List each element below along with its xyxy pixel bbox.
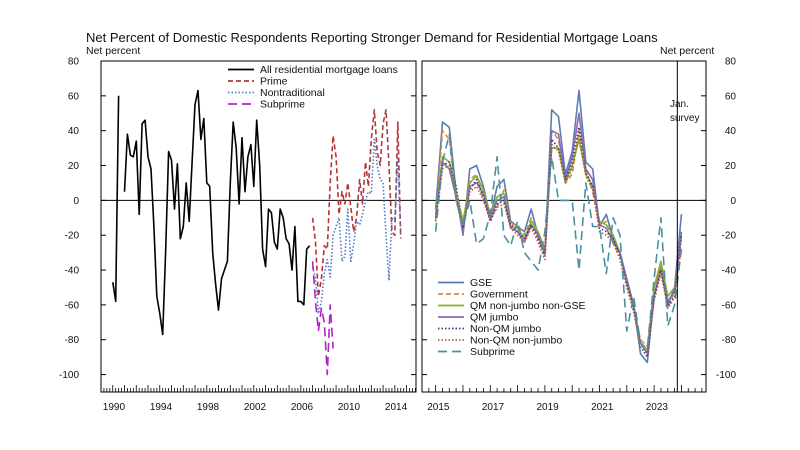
x-tick-label-right: 2015	[427, 402, 450, 413]
y-tick-label-right: -60	[722, 300, 737, 311]
y-tick-label-right: 80	[725, 57, 737, 68]
x-tick-label-left: 1994	[150, 402, 173, 413]
y-tick-label-left: 40	[68, 126, 80, 137]
legend-label-left-prime: Prime	[260, 76, 288, 88]
series-line-left-nontraditional	[311, 138, 402, 315]
series-line-right-subprime	[434, 133, 683, 350]
legend-label-right-subprime: Subprime	[470, 346, 515, 358]
series-line-right-gse	[434, 89, 683, 364]
y-tick-label-left: 80	[68, 57, 80, 68]
series-line-right-non-qm-non-jumbo	[434, 133, 683, 355]
chart-title: Net Percent of Domestic Respondents Repo…	[86, 30, 658, 45]
legend-label-right-non-qm-non-jumbo: Non-QM non-jumbo	[470, 335, 562, 347]
x-tick-label-left: 2006	[291, 402, 314, 413]
x-tick-label-right: 2019	[536, 402, 559, 413]
series-line-left-subprime	[311, 261, 334, 376]
legend-label-right-qm-jumbo: QM jumbo	[470, 312, 519, 324]
legend-label-left-nontraditional: Nontraditional	[260, 87, 325, 99]
x-tick-label-left: 2014	[385, 402, 408, 413]
y-tick-label-left: -100	[59, 370, 79, 381]
y-tick-label-left: 20	[68, 161, 80, 172]
y-tick-label-left: -40	[65, 266, 80, 277]
panel-frame-right	[421, 60, 707, 393]
y-tick-label-right: -40	[722, 266, 737, 277]
x-tick-label-left: 2002	[244, 402, 267, 413]
y-tick-label-left: 0	[73, 196, 79, 207]
y-tick-label-left: -60	[65, 300, 80, 311]
series-line-left-all-residential-mortgage-loans	[112, 89, 311, 336]
legend-label-right-qm-non-jumbo-non-gse: QM non-jumbo non-GSE	[470, 300, 586, 312]
x-tick-label-left: 1990	[103, 402, 126, 413]
right-unit-label: Net percent	[660, 45, 715, 57]
x-tick-label-left: 1998	[197, 402, 220, 413]
y-tick-label-left: 60	[68, 91, 80, 102]
jan-survey-annotation: Jan. survey	[670, 98, 710, 126]
panel-frame-left	[100, 60, 417, 393]
annotation-line-2: survey	[670, 113, 700, 124]
legend-label-right-gse: GSE	[470, 277, 492, 289]
legend-label-left-all-residential-mortgage-loans: All residential mortgage loans	[260, 64, 398, 76]
x-tick-label-right: 2023	[646, 402, 669, 413]
y-tick-label-right: -100	[716, 370, 736, 381]
y-tick-label-left: -80	[65, 335, 80, 346]
annotation-line-1: Jan.	[670, 99, 689, 110]
y-tick-label-right: -80	[722, 335, 737, 346]
y-tick-label-right: 20	[725, 161, 737, 172]
y-tick-label-right: -20	[722, 231, 737, 242]
x-tick-label-right: 2017	[482, 402, 505, 413]
left-unit-label: Net percent	[86, 45, 141, 57]
legend-label-left-subprime: Subprime	[260, 99, 305, 111]
x-tick-label-left: 2010	[338, 402, 361, 413]
y-tick-label-left: -20	[65, 231, 80, 242]
y-tick-label-right: 60	[725, 91, 737, 102]
y-tick-label-right: 0	[730, 196, 736, 207]
x-tick-label-right: 2021	[591, 402, 614, 413]
y-tick-label-right: 40	[725, 126, 737, 137]
series-line-left-prime	[311, 109, 402, 297]
legend-label-right-non-qm-jumbo: Non-QM jumbo	[470, 323, 541, 335]
legend-label-right-government: Government	[470, 289, 528, 301]
